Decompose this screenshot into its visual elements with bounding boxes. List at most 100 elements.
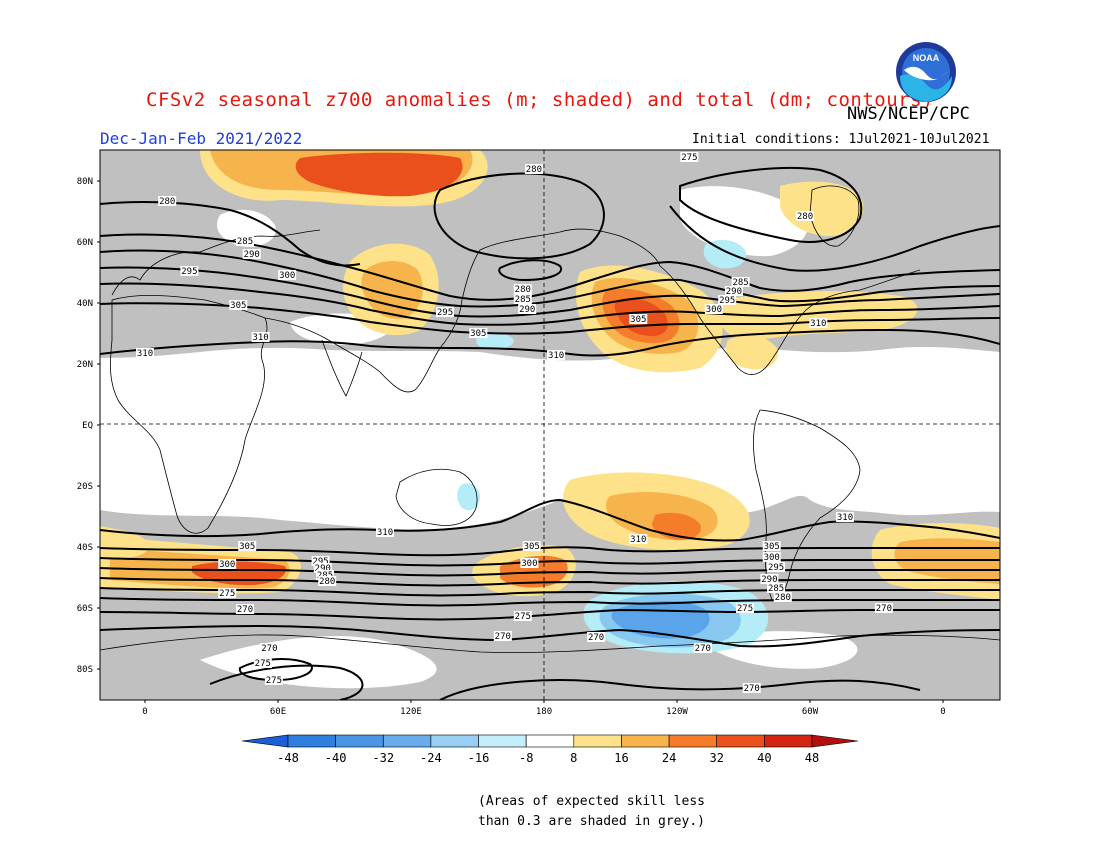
contour-label-46: 270 <box>261 644 277 654</box>
contour-label-8: 305 <box>230 301 246 311</box>
colorbar-box-5 <box>525 734 575 748</box>
contour-label-bg-26 <box>238 541 257 551</box>
contour-label-31: 280 <box>319 577 335 587</box>
contour-label-bg-33 <box>236 604 254 614</box>
contour-label-35: 300 <box>521 559 537 569</box>
contour-label-bg-30 <box>316 570 334 580</box>
contour-label-bg-49 <box>693 643 712 653</box>
contour-270-south <box>100 624 1000 648</box>
contour-295 <box>100 266 1000 318</box>
colorbar-label-11: 48 <box>805 751 819 765</box>
contour-label-22: 310 <box>137 349 153 359</box>
lon-label-0-east: 0 <box>940 707 945 717</box>
contour-label-bg-32 <box>218 588 237 598</box>
white-gap-antarctic <box>200 636 437 689</box>
colorbar-label-4: -16 <box>468 751 490 765</box>
warm-anomaly-north-atlantic <box>718 291 918 341</box>
noaa-logo: NOAA <box>896 42 956 102</box>
contour-295-south <box>100 567 1000 577</box>
contour-label-2: 275 <box>681 153 697 163</box>
contour-label-39: 300 <box>764 553 780 563</box>
contour-label-1: 280 <box>159 197 175 207</box>
contour-label-17: 290 <box>726 287 742 297</box>
contour-label-bg-28 <box>311 556 330 566</box>
contour-label-bg-8 <box>229 300 248 310</box>
chart-title: CFSv2 seasonal z700 anomalies (m; shaded… <box>146 89 934 111</box>
contour-label-bg-24 <box>836 512 854 522</box>
contour-label-bg-14 <box>518 304 537 314</box>
contour-275-south <box>100 608 1000 621</box>
contour-label-3: 280 <box>797 212 813 222</box>
colorbar: -48 -40 -32 -24 -16 -8 8 16 24 32 40 48 <box>241 734 859 765</box>
contour-label-bg-13 <box>513 294 532 304</box>
contour-label-15: 310 <box>548 351 564 361</box>
contour-290 <box>100 249 1000 308</box>
contour-label-47: 275 <box>255 659 271 669</box>
colorbar-box-1 <box>335 734 384 748</box>
colorbar-label-3: -24 <box>420 751 442 765</box>
skill-note-line-1: (Areas of expected skill less <box>478 794 705 809</box>
contour-label-bg-39 <box>762 552 781 562</box>
contour-label-bg-31 <box>318 576 337 586</box>
contour-label-bg-21 <box>809 318 828 328</box>
warm-anomaly-arctic-core <box>295 152 463 197</box>
contour-label-bg-11 <box>469 328 488 338</box>
contour-label-bg-37 <box>493 631 512 641</box>
season-label: Dec-Jan-Feb 2021/2022 <box>100 129 303 148</box>
org-label: NWS/NCEP/CPC <box>847 104 970 124</box>
contour-label-0: 280 <box>526 165 542 175</box>
coast-india <box>321 339 363 397</box>
colorbar-label-8: 24 <box>662 751 676 765</box>
contour-280-ring <box>669 205 1000 272</box>
contour-label-26: 305 <box>239 542 255 552</box>
contour-300 <box>100 282 1000 326</box>
cool-anomaly-canada <box>703 239 747 269</box>
height-contours <box>100 167 1000 700</box>
contour-label-bg-6 <box>180 266 199 276</box>
contour-280-pole <box>498 259 563 282</box>
colorbar-label-2: -32 <box>372 751 394 765</box>
contour-label-21: 310 <box>810 319 826 329</box>
lat-label-80s: 80S <box>77 665 93 675</box>
contour-label-11: 305 <box>470 329 486 339</box>
contour-label-6: 295 <box>181 267 197 277</box>
contour-label-34: 305 <box>524 542 540 552</box>
contour-label-bg-1 <box>158 196 177 206</box>
contour-285-south <box>100 587 1000 597</box>
contour-label-bg-12 <box>513 284 532 294</box>
warm-anomaly-south-atlantic-inner <box>894 538 1000 584</box>
contour-label-bg-19 <box>704 304 723 314</box>
contour-label-23: 310 <box>377 528 393 538</box>
contour-310-north <box>100 328 1000 357</box>
contour-label-bg-48 <box>264 675 283 685</box>
coast-europe-north <box>111 229 321 296</box>
contour-label-bg-18 <box>718 295 737 305</box>
coast-australia <box>395 468 478 526</box>
contour-label-bg-5 <box>242 249 261 259</box>
noaa-logo-gull <box>904 66 948 81</box>
contour-label-25: 310 <box>630 535 646 545</box>
contour-label-49: 270 <box>695 644 711 654</box>
white-gap-canada <box>680 186 809 257</box>
contour-label-bg-0 <box>524 164 543 174</box>
lat-label-eq: EQ <box>82 421 93 431</box>
lon-label-0-west: 0 <box>142 707 147 717</box>
coast-greenland <box>809 185 860 247</box>
lat-label-20n: 20N <box>77 360 93 370</box>
contour-label-51: 270 <box>744 684 760 694</box>
contour-label-45: 270 <box>876 604 892 614</box>
contour-label-16: 285 <box>732 278 748 288</box>
colorbar-box-0 <box>287 734 336 748</box>
colorbar-label-6: 8 <box>570 751 577 765</box>
coast-antarctica <box>100 634 1000 653</box>
contour-275-antarctic <box>238 658 313 682</box>
contour-label-5: 290 <box>244 250 260 260</box>
contour-label-20: 305 <box>630 315 646 325</box>
contour-label-bg-36 <box>513 611 532 621</box>
colorbar-box-8 <box>668 734 717 748</box>
contour-label-bg-47 <box>253 658 272 668</box>
contour-label-9: 310 <box>252 333 268 343</box>
skill-note-line-2: than 0.3 are shaded in grey.) <box>478 814 705 829</box>
white-gap-atlantic <box>216 209 276 247</box>
